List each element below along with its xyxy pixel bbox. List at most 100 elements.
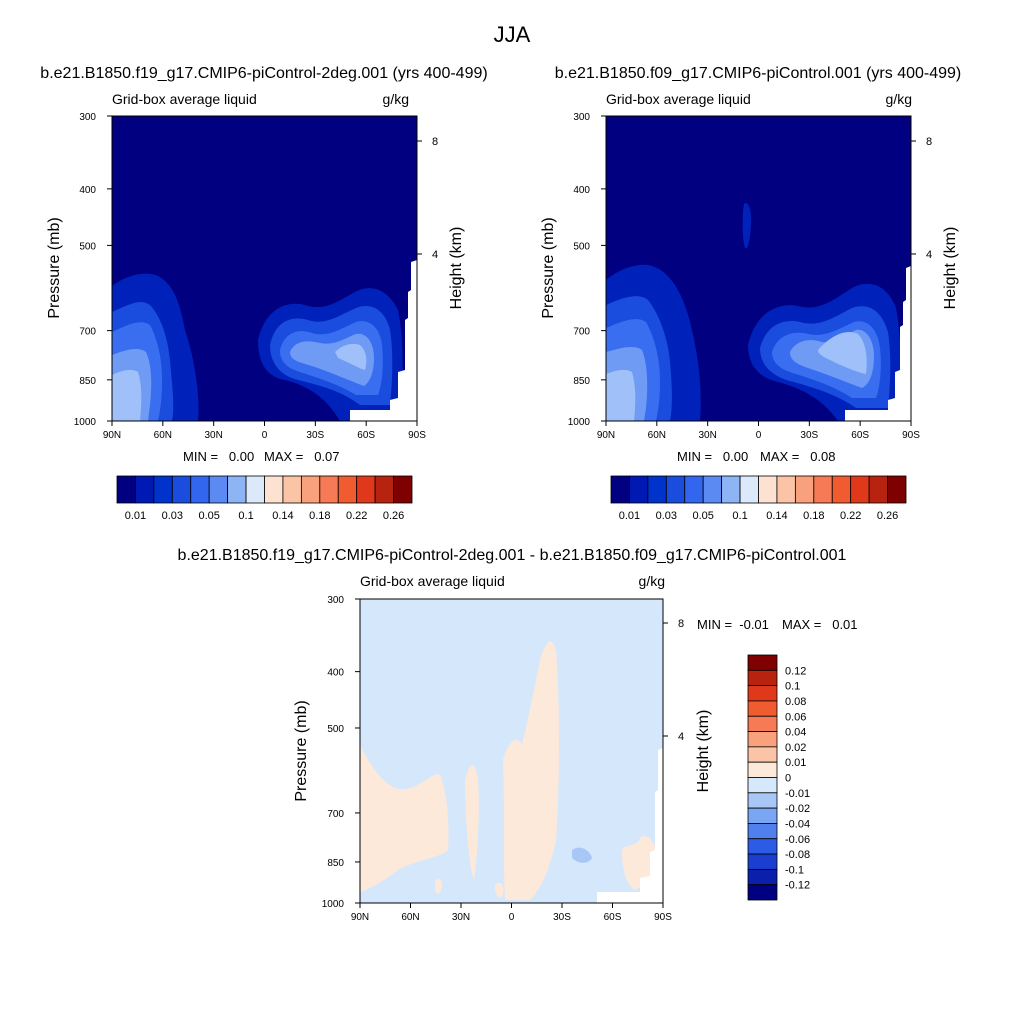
- panel-2-left-label: Grid-box average liquid: [606, 91, 751, 107]
- colorbar-swatch: [747, 868, 778, 886]
- y-tick-label: 700: [79, 327, 96, 338]
- colorbar-swatch: [747, 669, 778, 687]
- colorbar-swatch: [227, 475, 247, 504]
- panel-3-missing-region: [597, 599, 663, 903]
- y-tick-label: 300: [79, 112, 96, 123]
- panel-3-colorbar: 0.12 0.1 0.08 0.06 0.04 0.02 0.01 0 -0.01 -0.02 -0…: [747, 654, 810, 901]
- panel-2-contour-right-5: [818, 331, 867, 374]
- colorbar-swatch: [758, 475, 778, 504]
- panel-2-contour-left-5: [606, 369, 636, 421]
- colorbar-label: -0.01: [785, 788, 810, 800]
- panel-2-yticks: 300 400 500 700 850 1000: [568, 112, 606, 428]
- colorbar-swatch: [747, 853, 778, 870]
- panel-3-positive-small-1: [435, 878, 442, 894]
- colorbar-swatch: [208, 475, 229, 504]
- colorbar-label: 0.03: [656, 510, 677, 522]
- colorbar-swatch: [153, 475, 173, 504]
- colorbar-swatch: [665, 475, 686, 504]
- panel-2-ylabel: Pressure (mb): [540, 217, 557, 318]
- colorbar-label: 0.1: [785, 681, 800, 693]
- panel-3-yticks: 300 400 500 700 850 1000: [322, 595, 360, 910]
- colorbar-swatch: [319, 475, 339, 504]
- x-tick-label: 90N: [597, 430, 615, 441]
- panel-3-ylabel-right: Height (km): [695, 710, 712, 793]
- panel-3-ylabel: Pressure (mb): [293, 700, 310, 801]
- panel-2-colorbar: 0.01 0.03 0.05 0.1 0.14 0.18 0.22 0.26: [610, 475, 907, 522]
- colorbar-label: -0.1: [785, 864, 804, 876]
- x-tick-label: 30N: [452, 912, 470, 923]
- panel-3-positive-strip: [465, 765, 479, 880]
- colorbar-label: 0.08: [785, 696, 806, 708]
- y-tick-label: 1000: [322, 899, 345, 910]
- panel-2-min-text: MIN = 0.00: [677, 449, 748, 464]
- colorbar-swatch: [794, 475, 815, 504]
- colorbar-swatch: [171, 475, 192, 504]
- colorbar-swatch: [374, 475, 394, 504]
- colorbar-label: 0.01: [785, 757, 806, 769]
- x-tick-label: 60S: [851, 430, 869, 441]
- colorbar-swatch: [702, 475, 723, 504]
- panel-1-yticks: 300 400 500 700 850 1000: [74, 112, 112, 428]
- y-tick-label: 1000: [74, 417, 97, 428]
- colorbar-label: 0.01: [619, 510, 640, 522]
- panel-2-title: b.e21.B1850.f09_g17.CMIP6-piControl.001 …: [555, 65, 961, 82]
- x-tick-label: 60N: [154, 430, 172, 441]
- panel-2-xticks: 90N 60N 30N 0 30S 60S 90S: [597, 421, 920, 441]
- colorbar-swatch: [282, 475, 302, 504]
- panel-2-yticks-right: 8 4: [911, 136, 932, 261]
- panel-2-missing-region: [845, 116, 911, 421]
- panel-3-field: [360, 599, 663, 903]
- colorbar-label: 0.05: [692, 510, 713, 522]
- panel-1: b.e21.B1850.f19_g17.CMIP6-piControl-2deg…: [40, 65, 487, 522]
- panel-1-right-label: g/kg: [383, 91, 409, 107]
- x-tick-label: 0: [509, 912, 515, 923]
- y-tick-label: 400: [327, 668, 344, 679]
- colorbar-swatch: [747, 823, 778, 840]
- colorbar-swatch: [356, 475, 376, 504]
- panel-1-max-text: MAX = 0.07: [264, 449, 340, 464]
- colorbar-swatch: [747, 731, 778, 748]
- colorbar-label: -0.08: [785, 849, 810, 861]
- panel-1-field: [112, 116, 417, 421]
- y-tick-label: 500: [573, 241, 590, 252]
- colorbar-swatch: [135, 475, 155, 504]
- colorbar-swatch: [337, 475, 358, 504]
- panel-3-positive-left: [360, 745, 449, 892]
- panel-3-right-label: g/kg: [639, 573, 665, 589]
- y-tick-label: 1000: [568, 417, 591, 428]
- panel-2-right-tick: 8: [926, 136, 932, 148]
- colorbar-label: 0.22: [840, 510, 861, 522]
- colorbar-swatch: [610, 475, 630, 504]
- panel-1-ylabel: Pressure (mb): [46, 217, 63, 318]
- colorbar-swatch: [684, 475, 704, 504]
- x-tick-label: 90N: [351, 912, 369, 923]
- panel-1-colorbar: 0.01 0.03 0.05 0.1 0.14 0.18 0.22 0.26: [116, 475, 413, 522]
- panel-2-right-tick: 4: [926, 249, 932, 261]
- y-tick-label: 500: [327, 724, 344, 735]
- figure-title: JJA: [494, 22, 531, 47]
- colorbar-swatch: [747, 777, 778, 794]
- colorbar-swatch: [190, 475, 210, 504]
- y-tick-label: 400: [79, 185, 96, 196]
- y-tick-label: 850: [79, 376, 96, 387]
- y-tick-label: 700: [327, 809, 344, 820]
- panel-1-left-label: Grid-box average liquid: [112, 91, 257, 107]
- panel-2-right-label: g/kg: [886, 91, 912, 107]
- x-tick-label: 0: [756, 430, 762, 441]
- colorbar-label: 0: [785, 773, 791, 785]
- panel-1-missing-region: [350, 116, 417, 421]
- colorbar-swatch: [747, 761, 778, 778]
- panel-3-positive-small-2: [495, 882, 504, 898]
- panel-2-ylabel-right: Height (km): [942, 227, 959, 310]
- colorbar-label: 0.05: [198, 510, 219, 522]
- y-tick-label: 850: [573, 376, 590, 387]
- panel-3-max-text: MAX = 0.01: [782, 617, 858, 632]
- y-tick-label: 700: [573, 327, 590, 338]
- colorbar-label: -0.06: [785, 834, 810, 846]
- colorbar-label: 0.12: [785, 665, 806, 677]
- colorbar-label: 0.1: [732, 510, 747, 522]
- colorbar-label: 0.14: [766, 510, 787, 522]
- panel-3-min-text: MIN = -0.01: [697, 617, 769, 632]
- panel-2-field: [606, 116, 911, 421]
